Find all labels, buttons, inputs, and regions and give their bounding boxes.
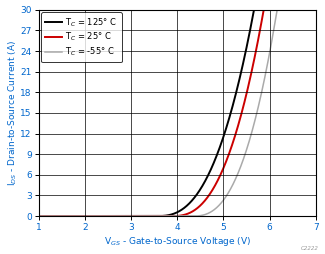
T$_C$ = -55° C — [164, 215, 168, 218]
Line: T$_C$ = 25° C: T$_C$ = 25° C — [39, 10, 316, 216]
T$_C$ = 125° C — [37, 215, 41, 218]
T$_C$ = -55° C — [37, 215, 41, 218]
T$_C$ = 25° C — [262, 8, 266, 11]
Line: T$_C$ = 125° C: T$_C$ = 125° C — [39, 10, 316, 216]
T$_C$ = 25° C — [306, 8, 310, 11]
T$_C$ = -55° C — [255, 111, 259, 114]
Line: T$_C$ = -55° C: T$_C$ = -55° C — [39, 10, 316, 216]
X-axis label: V$_{GS}$ - Gate-to-Source Voltage (V): V$_{GS}$ - Gate-to-Source Voltage (V) — [104, 235, 251, 248]
T$_C$ = -55° C — [51, 215, 55, 218]
Legend: T$_C$ = 125° C, T$_C$ = 25° C, T$_C$ = -55° C: T$_C$ = 125° C, T$_C$ = 25° C, T$_C$ = -… — [41, 12, 122, 62]
T$_C$ = 125° C — [255, 8, 259, 11]
Y-axis label: I$_{DS}$ - Drain-to-Source Current (A): I$_{DS}$ - Drain-to-Source Current (A) — [6, 40, 19, 186]
T$_C$ = -55° C — [275, 8, 279, 11]
T$_C$ = 125° C — [306, 8, 310, 11]
T$_C$ = 125° C — [306, 8, 310, 11]
T$_C$ = 25° C — [255, 44, 259, 47]
T$_C$ = 25° C — [314, 8, 318, 11]
T$_C$ = -55° C — [172, 215, 176, 218]
T$_C$ = 25° C — [51, 215, 55, 218]
T$_C$ = 125° C — [172, 212, 176, 215]
T$_C$ = 25° C — [306, 8, 310, 11]
T$_C$ = 125° C — [252, 8, 256, 11]
T$_C$ = -55° C — [314, 8, 318, 11]
T$_C$ = 25° C — [37, 215, 41, 218]
T$_C$ = 125° C — [51, 215, 55, 218]
T$_C$ = 25° C — [164, 215, 168, 218]
T$_C$ = 25° C — [172, 214, 176, 217]
T$_C$ = -55° C — [306, 8, 310, 11]
T$_C$ = 125° C — [314, 8, 318, 11]
T$_C$ = 125° C — [164, 214, 168, 217]
T$_C$ = -55° C — [306, 8, 310, 11]
Text: C2222: C2222 — [301, 246, 318, 251]
